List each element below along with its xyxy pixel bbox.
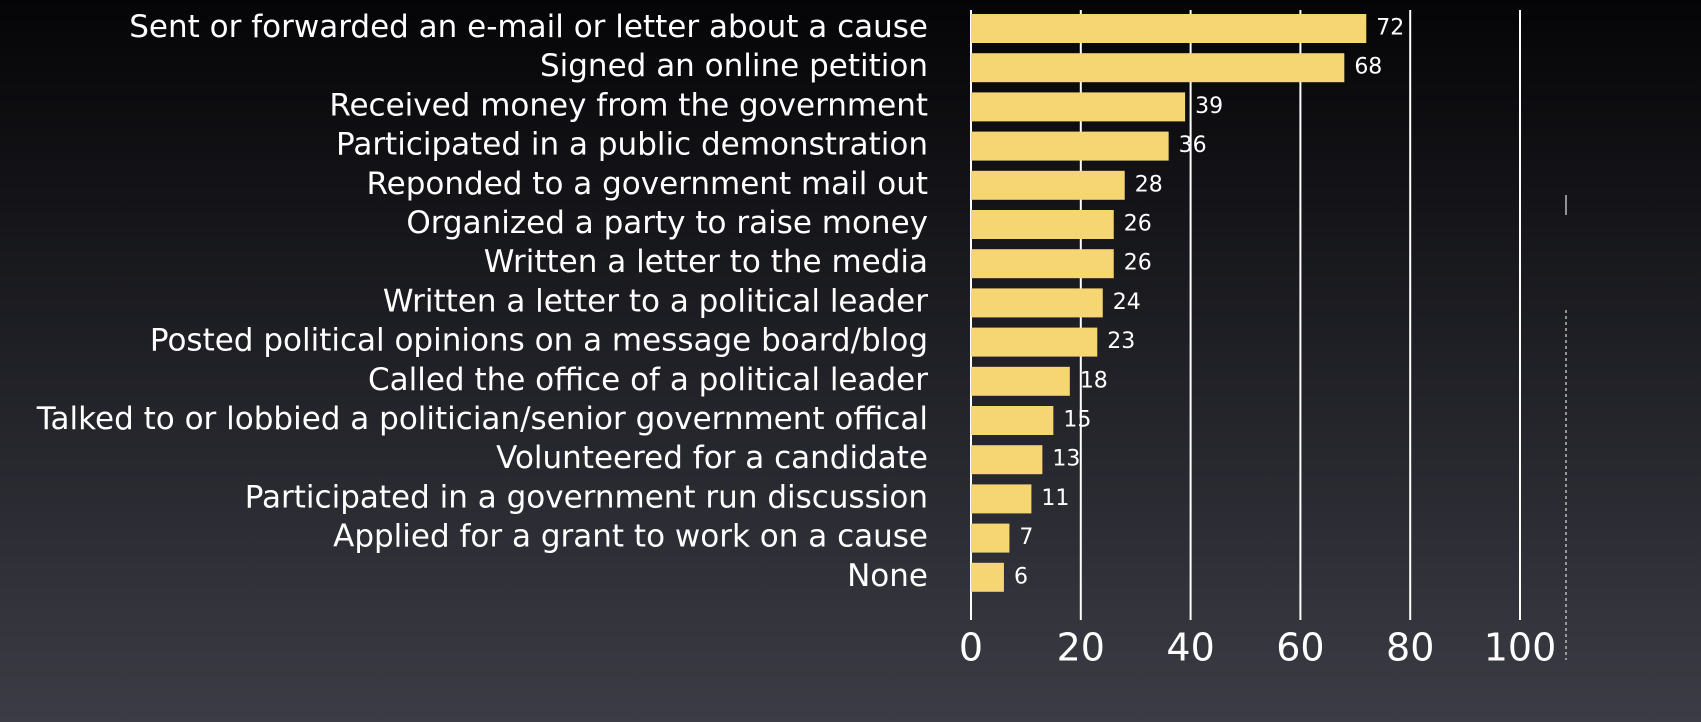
bar <box>971 53 1345 83</box>
bar <box>971 406 1054 435</box>
y-tick-label: Called the office of a political leader <box>368 362 928 398</box>
y-tick-label: Applied for a grant to work on a cause <box>333 519 928 555</box>
bar <box>971 14 1367 43</box>
y-tick-label: Talked to or lobbied a politician/senior… <box>36 401 928 437</box>
value-label: 36 <box>1179 133 1207 158</box>
bar <box>971 92 1186 122</box>
bar <box>971 249 1114 279</box>
x-tick-label: 80 <box>1386 626 1434 670</box>
value-label: 23 <box>1107 329 1135 354</box>
bar <box>971 366 1070 396</box>
value-label: 11 <box>1041 486 1069 511</box>
bar <box>971 327 1098 357</box>
y-tick-label: Reponded to a government mail out <box>367 166 929 202</box>
y-tick-label: Signed an online petition <box>540 48 928 84</box>
value-label: 39 <box>1195 94 1223 119</box>
value-label: 68 <box>1354 55 1382 80</box>
y-tick-label: Written a letter to the media <box>484 244 928 280</box>
y-tick-label: None <box>847 558 928 594</box>
value-label: 18 <box>1080 368 1108 393</box>
y-tick-label: Sent or forwarded an e-mail or letter ab… <box>129 9 928 45</box>
value-label: 15 <box>1063 408 1091 433</box>
y-tick-label: Participated in a government run discuss… <box>245 479 928 515</box>
value-label: 72 <box>1376 16 1404 41</box>
x-tick-label: 20 <box>1057 626 1105 670</box>
value-label: 26 <box>1124 212 1152 237</box>
bar <box>971 170 1125 200</box>
x-tick-label: 0 <box>959 626 983 670</box>
x-tick-label: 60 <box>1276 626 1324 670</box>
y-tick-label: Volunteered for a candidate <box>496 440 928 476</box>
y-tick-label: Written a letter to a political leader <box>383 283 928 319</box>
y-tick-label: Posted political opinions on a message b… <box>150 323 928 359</box>
y-tick-label: Received money from the government <box>329 87 928 123</box>
value-label: 26 <box>1124 251 1152 276</box>
bar <box>971 288 1103 318</box>
value-label: 7 <box>1019 525 1033 550</box>
x-tick-label: 100 <box>1484 626 1557 670</box>
bar <box>971 131 1169 161</box>
value-label: 6 <box>1014 564 1028 589</box>
bar <box>971 445 1043 475</box>
value-label: 24 <box>1113 290 1141 315</box>
bar <box>971 484 1032 514</box>
bar <box>971 523 1010 553</box>
bar <box>971 210 1114 239</box>
y-tick-label: Organized a party to raise money <box>406 205 928 241</box>
bar <box>971 562 1004 592</box>
value-label: 28 <box>1135 172 1163 197</box>
value-label: 13 <box>1052 447 1080 472</box>
x-tick-label: 40 <box>1166 626 1214 670</box>
y-tick-label: Participated in a public demonstration <box>336 127 928 163</box>
